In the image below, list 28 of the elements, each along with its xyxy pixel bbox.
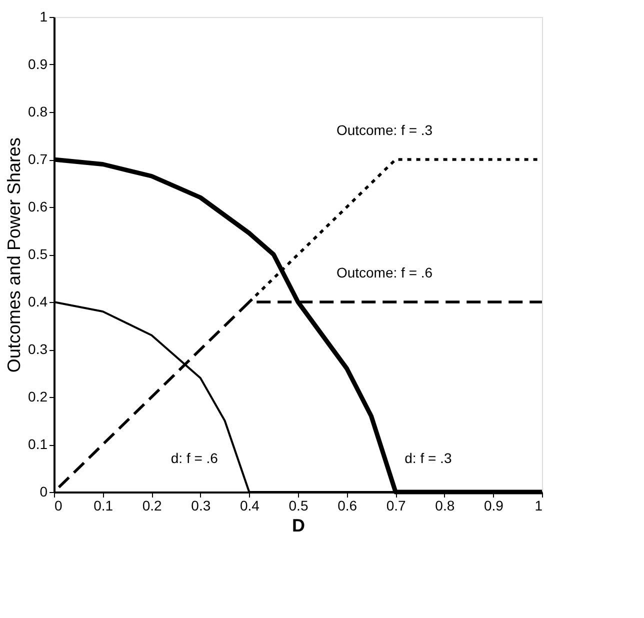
x-tick-label: 0.8 (435, 498, 455, 514)
x-tick-label: 0.6 (338, 498, 358, 514)
x-tick-label: 0.7 (386, 498, 406, 514)
y-axis-title: Outcomes and Power Shares (4, 137, 24, 373)
x-tick-label: 0.9 (484, 498, 504, 514)
annotation: Outcome: f = .6 (336, 264, 433, 280)
y-tick-label: 0.3 (28, 341, 48, 357)
y-tick-label: 0 (40, 484, 48, 500)
x-tick-label: 0 (54, 498, 62, 514)
x-tick-label: 0.5 (288, 498, 308, 514)
x-tick-label: 0.1 (94, 498, 114, 514)
x-tick-label: 0.4 (240, 498, 260, 514)
y-tick-label: 0.5 (28, 246, 48, 262)
y-tick-label: 0.7 (28, 151, 48, 167)
x-tick-label: 0.3 (191, 498, 211, 514)
y-tick-label: 0.6 (28, 198, 48, 214)
x-axis-title: D (292, 516, 305, 536)
y-tick-label: 0.8 (28, 104, 48, 120)
y-tick-label: 0.1 (28, 436, 48, 452)
x-tick-label: 0.2 (142, 498, 162, 514)
y-tick-label: 0.2 (28, 388, 48, 404)
y-tick-label: 0.4 (28, 294, 48, 310)
y-tick-label: 0.9 (28, 56, 48, 72)
y-tick-label: 1 (40, 8, 48, 24)
annotation: d: f = .6 (170, 450, 218, 466)
x-tick-label: 1 (534, 498, 543, 514)
annotation: Outcome: f = .3 (336, 122, 433, 138)
annotation: d: f = .3 (404, 450, 452, 466)
